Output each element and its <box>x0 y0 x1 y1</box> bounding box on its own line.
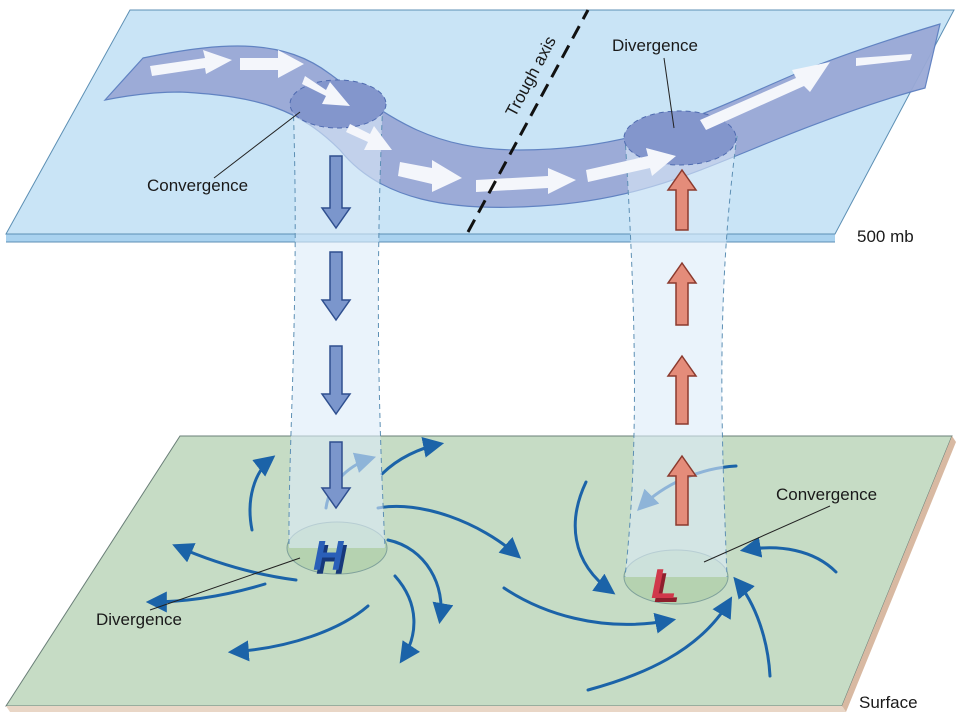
sinking-arrows <box>320 155 352 510</box>
high-symbol: H <box>313 532 345 579</box>
surface-convergence-label: Convergence <box>776 485 877 504</box>
surface-divergence-label: Divergence <box>96 610 182 629</box>
surface-plane <box>5 435 956 712</box>
low-symbol-shadow: L <box>654 564 680 611</box>
trough-axis-line <box>466 9 590 233</box>
high-pressure-symbol: H H <box>313 532 348 583</box>
sinking-air-column <box>288 97 386 549</box>
upper-divergence-label: Divergence <box>612 36 698 55</box>
low-pressure-symbol: L L <box>651 560 680 611</box>
level-500mb-label: 500 mb <box>857 227 914 246</box>
rising-arrows <box>666 168 698 526</box>
upper-convergence-label: Convergence <box>147 176 248 195</box>
low-symbol: L <box>651 560 677 607</box>
jet-flow-arrows <box>150 50 912 194</box>
high-symbol-shadow: H <box>316 536 348 583</box>
level-surface-label: Surface <box>859 693 918 712</box>
leader-lines <box>149 57 831 611</box>
surface-divergence-arrows <box>145 437 522 664</box>
